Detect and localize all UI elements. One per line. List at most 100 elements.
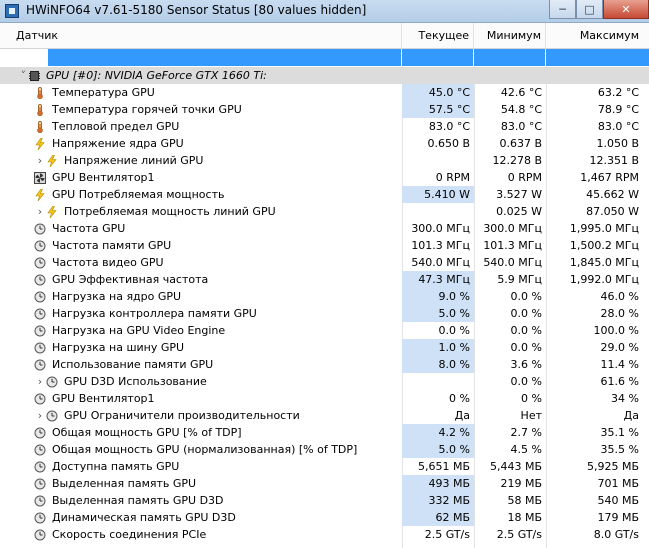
sensor-label: Нагрузка контроллера памяти GPU xyxy=(52,307,257,320)
current-value xyxy=(402,373,474,390)
sensor-name-cell: › GPU D3D Использование xyxy=(0,373,402,390)
sensor-name-cell: GPU Вентилятор1 xyxy=(0,390,402,407)
sensor-name-cell: Скорость соединения PCIe xyxy=(0,526,402,543)
sensor-row[interactable]: Частота видео GPU 540.0 МГц 540.0 МГц 1,845… xyxy=(0,254,649,271)
sensor-list[interactable]: ˅ GPU [#0]: NVIDIA GeForce GTX 1660 Ti: Те… xyxy=(0,67,649,543)
sensor-group-row[interactable]: ˅ GPU [#0]: NVIDIA GeForce GTX 1660 Ti: xyxy=(0,67,649,84)
expand-arrow-icon[interactable]: › xyxy=(37,409,43,422)
sensor-row[interactable]: Тепловой предел GPU 83.0 °C 83.0 °C 83.0 °C xyxy=(0,118,649,135)
header-sensor[interactable]: Датчик xyxy=(0,23,402,48)
sensor-row[interactable]: Доступна память GPU 5,651 МБ 5,443 МБ 5,925… xyxy=(0,458,649,475)
current-value: 1.0 % xyxy=(402,339,474,356)
current-value: 8.0 % xyxy=(402,356,474,373)
sensor-row[interactable]: Частота GPU 300.0 МГц 300.0 МГц 1,995.0 МГц xyxy=(0,220,649,237)
sensor-row[interactable]: Нагрузка на GPU Video Engine 0.0 % 0.0 % 10… xyxy=(0,322,649,339)
min-value: 18 МБ xyxy=(507,511,542,524)
current-value: 57.5 °C xyxy=(402,101,474,118)
sensor-row[interactable]: Частота памяти GPU 101.3 МГц 101.3 МГц 1,50… xyxy=(0,237,649,254)
sensor-row[interactable]: GPU Вентилятор1 0 % 0 % 34 % xyxy=(0,390,649,407)
expand-arrow-icon[interactable]: › xyxy=(37,154,43,167)
max-value: 35.5 % xyxy=(600,443,639,456)
current-value xyxy=(402,67,474,84)
window-controls: ─ □ ✕ xyxy=(549,0,649,20)
sensor-label: Напряжение ядра GPU xyxy=(52,137,184,150)
min-value: 0 RPM xyxy=(507,171,542,184)
close-button[interactable]: ✕ xyxy=(603,0,649,19)
sensor-label: Выделенная память GPU D3D xyxy=(52,494,224,507)
current-value: 332 МБ xyxy=(402,492,474,509)
sensor-row[interactable]: Нагрузка на шину GPU 1.0 % 0.0 % 29.0 % xyxy=(0,339,649,356)
sensor-label: Потребляемая мощность линий GPU xyxy=(64,205,276,218)
sensor-name-cell: Использование памяти GPU xyxy=(0,356,402,373)
min-value: 0.0 % xyxy=(510,307,542,320)
max-value: Да xyxy=(623,409,639,422)
sensor-label: Частота видео GPU xyxy=(52,256,164,269)
min-value: 0.025 W xyxy=(496,205,542,218)
header-current[interactable]: Текущее xyxy=(402,23,474,48)
sensor-name-cell: Температура GPU xyxy=(0,84,402,101)
sensor-row[interactable]: Напряжение ядра GPU 0.650 В 0.637 В 1.050 В xyxy=(0,135,649,152)
max-value: 45.662 W xyxy=(586,188,639,201)
sensor-row[interactable]: Общая мощность GPU [% of TDP] 4.2 % 2.7 % 3… xyxy=(0,424,649,441)
clock-icon xyxy=(34,512,46,524)
sensor-row[interactable]: › Напряжение линий GPU 12.278 В 12.351 В xyxy=(0,152,649,169)
min-value: 0.637 В xyxy=(499,137,542,150)
sensor-label: GPU D3D Использование xyxy=(64,375,207,388)
sensor-label: GPU Потребляемая мощность xyxy=(52,188,225,201)
expand-arrow-icon[interactable]: › xyxy=(37,205,43,218)
current-value: 493 МБ xyxy=(402,475,474,492)
sensor-name-cell: Выделенная память GPU D3D xyxy=(0,492,402,509)
sensor-row[interactable]: GPU Эффективная частота 47.3 МГц 5.9 МГц 1,… xyxy=(0,271,649,288)
sensor-row[interactable]: Динамическая память GPU D3D 62 МБ 18 МБ 179… xyxy=(0,509,649,526)
sensor-row[interactable]: Выделенная память GPU D3D 332 МБ 58 МБ 540 … xyxy=(0,492,649,509)
thermometer-icon xyxy=(34,120,46,133)
sensor-row[interactable]: Нагрузка контроллера памяти GPU 5.0 % 0.0 … xyxy=(0,305,649,322)
sensor-row[interactable]: Температура GPU 45.0 °C 42.6 °C 63.2 °C xyxy=(0,84,649,101)
header-min[interactable]: Минимум xyxy=(474,23,546,48)
sensor-row[interactable]: Нагрузка на ядро GPU 9.0 % 0.0 % 46.0 % xyxy=(0,288,649,305)
min-value: 5.9 МГц xyxy=(497,273,542,286)
header-max[interactable]: Максимум xyxy=(579,29,639,42)
lightning-icon xyxy=(46,205,58,218)
sensor-row[interactable]: Температура горячей точки GPU 57.5 °C 54.8… xyxy=(0,101,649,118)
sensor-row[interactable]: › Потребляемая мощность линий GPU 0.025 W 8… xyxy=(0,203,649,220)
current-value: 540.0 МГц xyxy=(411,256,470,269)
sensor-row[interactable]: Скорость соединения PCIe 2.5 GT/s 2.5 GT/s… xyxy=(0,526,649,543)
min-value: 540.0 МГц xyxy=(483,256,542,269)
clock-icon xyxy=(46,410,58,422)
sensor-label: Температура GPU xyxy=(52,86,155,99)
sensor-name-cell: GPU Эффективная частота xyxy=(0,271,402,288)
sensor-label: Выделенная память GPU xyxy=(52,477,197,490)
collapse-arrow-icon[interactable]: ˅ xyxy=(19,69,25,82)
current-value: 9.0 % xyxy=(402,288,474,305)
current-value: 5.0 % xyxy=(402,305,474,322)
thermometer-icon xyxy=(34,86,46,99)
minimize-button[interactable]: ─ xyxy=(549,0,576,19)
window-title: HWiNFO64 v7.61-5180 Sensor Status [80 va… xyxy=(26,3,367,17)
sensor-row[interactable]: GPU Вентилятор1 0 RPM 0 RPM 1,467 RPM xyxy=(0,169,649,186)
max-value: 78.9 °C xyxy=(597,103,639,116)
selected-row[interactable] xyxy=(0,49,649,66)
sensor-row[interactable]: Общая мощность GPU (нормализованная) [% … xyxy=(0,441,649,458)
min-value: 5,443 МБ xyxy=(489,460,542,473)
sensor-name-cell: Нагрузка на ядро GPU xyxy=(0,288,402,305)
min-value: 12.278 В xyxy=(492,154,542,167)
sensor-row[interactable]: GPU Потребляемая мощность 5.410 W 3.527 W 4… xyxy=(0,186,649,203)
sensor-row[interactable]: Использование памяти GPU 8.0 % 3.6 % 11.4 % xyxy=(0,356,649,373)
maximize-button[interactable]: □ xyxy=(576,0,603,19)
min-value: 219 МБ xyxy=(500,477,542,490)
max-value: 5,925 МБ xyxy=(586,460,639,473)
sensor-name-cell: GPU Вентилятор1 xyxy=(0,169,402,186)
sensor-row[interactable]: › GPU D3D Использование 0.0 % 61.6 % xyxy=(0,373,649,390)
sensor-row[interactable]: › GPU Ограничители производительности Да Не… xyxy=(0,407,649,424)
sensor-name-cell: › Потребляемая мощность линий GPU xyxy=(0,203,402,220)
sensor-row[interactable]: Выделенная память GPU 493 МБ 219 МБ 701 МБ xyxy=(0,475,649,492)
current-value: 5.0 % xyxy=(402,441,474,458)
max-value: 1,845.0 МГц xyxy=(569,256,639,269)
sensor-label: Нагрузка на шину GPU xyxy=(52,341,185,354)
sensor-name-cell: Динамическая память GPU D3D xyxy=(0,509,402,526)
clock-icon xyxy=(34,308,46,320)
lightning-icon xyxy=(46,154,58,167)
expand-arrow-icon[interactable]: › xyxy=(37,375,43,388)
lightning-icon xyxy=(34,188,46,201)
